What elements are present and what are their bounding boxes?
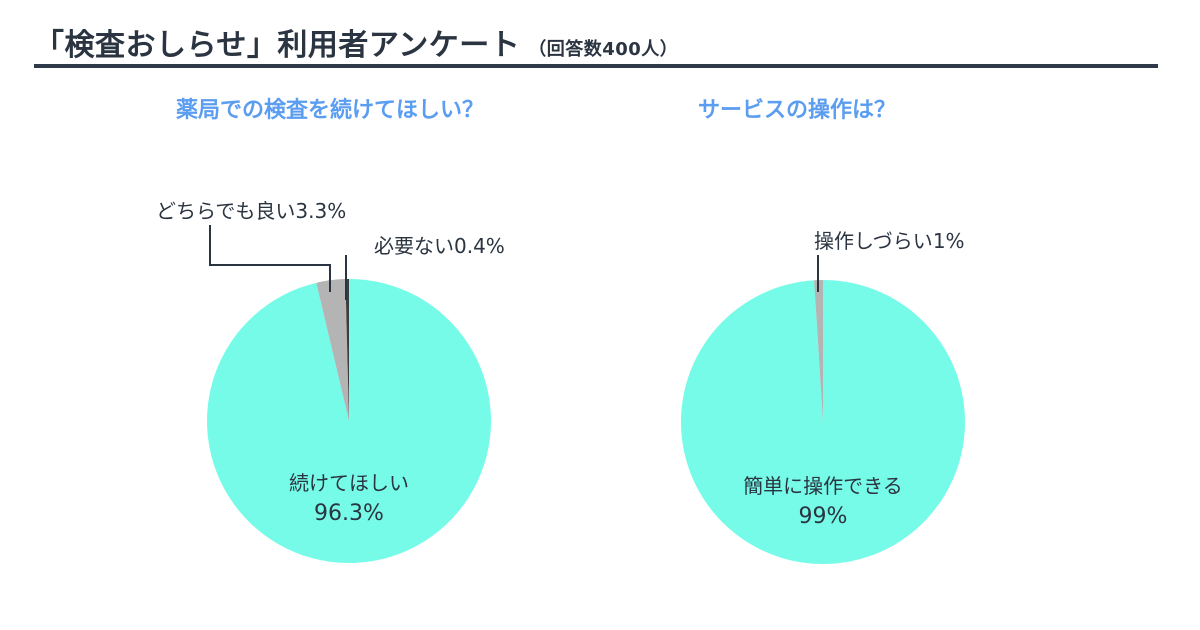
label-continue: 続けてほしい (289, 471, 409, 495)
slice-easy (681, 280, 966, 565)
slice-unnecessary (345, 279, 349, 421)
leader-line-either (209, 225, 331, 292)
pie-chart-operation (681, 280, 966, 565)
label-easy: 簡単に操作できる (743, 474, 903, 498)
slice-continue (206, 279, 491, 563)
page-title: 「検査おしらせ」利用者アンケート （回答数400人） (34, 20, 678, 64)
chart1-title: 薬局での検査を続けてほしい？ (176, 98, 485, 123)
slice-either (316, 279, 349, 421)
value-continue: 96.3% (314, 501, 384, 526)
label-unnecessary: 必要ない0.4% (374, 234, 505, 258)
title-text: 「検査おしらせ」利用者アンケート (34, 28, 521, 63)
label-either: どちらでも良い3.3% (156, 199, 346, 223)
header: 「検査おしらせ」利用者アンケート （回答数400人） (34, 14, 1158, 68)
header-divider (34, 64, 1158, 68)
label-hard: 操作しづらい1% (814, 229, 965, 253)
chart2-title: サービスの操作は？ (698, 98, 897, 123)
respondent-count: （回答数400人） (528, 39, 679, 60)
slice-hard (814, 280, 823, 422)
value-easy: 99% (799, 504, 848, 529)
pie-chart-continue (206, 279, 491, 563)
